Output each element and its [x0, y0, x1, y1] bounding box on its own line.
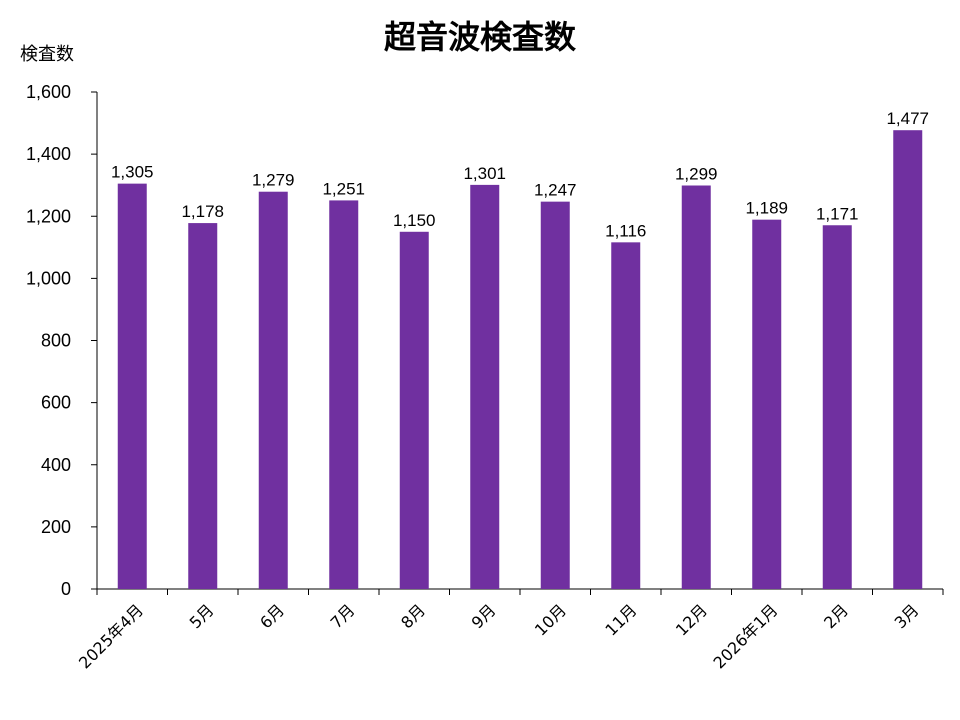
x-tick-label: 8月: [397, 600, 429, 632]
x-tick-label: 7月: [327, 600, 359, 632]
bar: [540, 201, 570, 589]
data-label: 1,116: [605, 221, 646, 240]
bar: [752, 219, 782, 589]
x-tick-label: 6月: [256, 600, 288, 632]
y-tick-label: 200: [41, 517, 71, 537]
x-tick-label: 2月: [820, 600, 852, 632]
data-label: 1,251: [322, 179, 365, 198]
x-tick-label: 2025年4月: [75, 600, 147, 672]
x-tick-label: 3月: [891, 600, 923, 632]
bar: [329, 200, 359, 589]
data-label: 1,247: [534, 181, 577, 200]
data-label: 1,150: [393, 211, 436, 230]
bar: [470, 184, 500, 589]
data-label: 1,189: [745, 199, 788, 218]
x-tick-label: 10月: [531, 600, 570, 639]
axes: 0 200 400 600 800 1,000 1,200 1,400 1,600: [26, 82, 944, 599]
bar: [188, 223, 218, 590]
data-label: 1,279: [252, 171, 295, 190]
bar: [117, 183, 147, 589]
x-tick-label: 11月: [601, 600, 640, 639]
bar: [822, 225, 852, 589]
y-tick-label: 800: [41, 331, 71, 351]
bar: [893, 130, 923, 589]
y-tick-label: 0: [61, 579, 71, 599]
data-label: 1,477: [886, 109, 929, 128]
y-tick-label: 400: [41, 455, 71, 475]
y-tick-label: 1,600: [26, 82, 71, 102]
data-label: 1,178: [181, 202, 224, 221]
bars: [117, 130, 923, 590]
x-tick-label: 5月: [186, 600, 218, 632]
x-tick-label: 12月: [672, 600, 711, 639]
y-tick-label: 1,400: [26, 144, 71, 164]
chart-title: 超音波検査数: [383, 18, 576, 56]
bar: [258, 191, 288, 589]
bar: [681, 185, 711, 590]
data-label: 1,305: [111, 163, 154, 182]
x-tick-label: 9月: [468, 600, 500, 632]
data-label: 1,171: [816, 204, 859, 223]
x-tick-label: 2026年1月: [710, 600, 782, 672]
data-label: 1,301: [463, 164, 506, 183]
y-tick-label: 600: [41, 393, 71, 413]
bar: [399, 231, 429, 589]
y-axis-label: 検査数: [20, 44, 74, 65]
y-tick-label: 1,000: [26, 268, 71, 288]
bar: [611, 242, 641, 589]
y-tick-label: 1,200: [26, 206, 71, 226]
data-label: 1,299: [675, 164, 718, 183]
